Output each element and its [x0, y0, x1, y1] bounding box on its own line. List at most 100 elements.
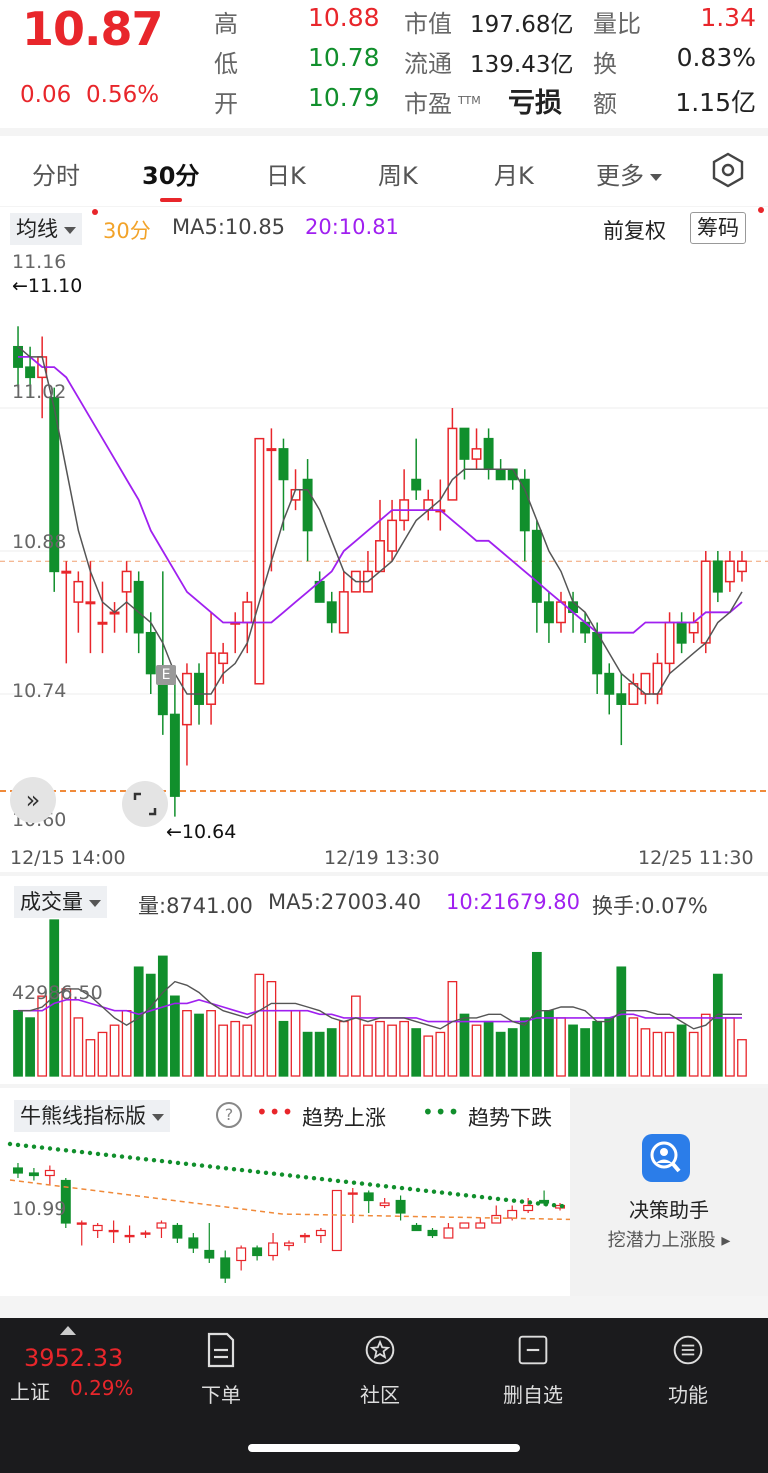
volume-bar — [640, 1028, 651, 1077]
volume-bar — [423, 1035, 434, 1077]
trend-down-dot — [271, 1171, 277, 1176]
expand-arrows-icon[interactable]: » — [10, 777, 56, 823]
candle-body — [483, 437, 494, 471]
order-document-icon — [207, 1332, 235, 1368]
bull-bear-select[interactable]: 牛熊线指标版 — [14, 1100, 170, 1132]
help-icon[interactable]: ? — [216, 1102, 242, 1128]
volume-bar — [326, 1028, 337, 1077]
trend-down-dot — [519, 1199, 525, 1204]
volume-bar — [49, 919, 60, 1077]
bb-candle-body — [60, 1179, 71, 1224]
volume-bar — [109, 1024, 120, 1077]
nav-remove-watchlist-label: 删自选 — [503, 1383, 563, 1407]
volume-bar — [230, 1020, 241, 1077]
trend-up-dots-icon: ••• — [256, 1100, 295, 1124]
event-marker-icon[interactable]: E — [156, 665, 176, 685]
volume-bar — [314, 1031, 325, 1077]
volume-bar — [363, 1024, 373, 1077]
price-change-pct: 0.56% — [86, 82, 160, 108]
trend-down-dot — [159, 1158, 165, 1164]
bb-candle-body — [379, 1202, 390, 1207]
tab-daily[interactable]: 日K — [266, 162, 306, 190]
volume-panel: 成交量 量:8741.00 MA5:27003.40 10:21679.80 换… — [0, 876, 768, 1084]
trend-down-dot — [183, 1161, 189, 1166]
volume-indicator-select[interactable]: 成交量 — [14, 886, 107, 918]
trend-down-legend: 趋势下跌 — [468, 1106, 552, 1130]
candle-body — [712, 560, 723, 593]
bb-candle-body — [108, 1229, 119, 1233]
volume-bar — [483, 1020, 494, 1077]
chips-button[interactable]: 筹码 — [690, 212, 746, 244]
tab-weekly[interactable]: 周K — [378, 162, 418, 190]
ma5-readout: MA5:10.85 — [172, 215, 286, 239]
trend-down-dot — [279, 1172, 285, 1177]
open-value: 10.79 — [308, 83, 380, 112]
volume-bar — [145, 973, 156, 1077]
bb-candle-body — [331, 1189, 342, 1252]
tab-30min[interactable]: 30分 — [142, 162, 200, 190]
decision-assistant-card[interactable]: 决策助手 挖潜力上涨股 ▸ — [570, 1088, 768, 1296]
nav-functions-label: 功能 — [668, 1383, 708, 1407]
trend-down-dot — [431, 1189, 437, 1194]
trend-down-dot — [231, 1167, 237, 1172]
trend-down-dot — [527, 1200, 533, 1205]
notification-dot — [92, 209, 98, 215]
candle-body — [616, 693, 627, 705]
trend-down-dot — [199, 1163, 205, 1168]
volume-bar — [73, 1017, 84, 1077]
menu-circle-icon — [673, 1335, 703, 1365]
indicator-select[interactable]: 均线 — [10, 213, 82, 245]
tab-intraday[interactable]: 分时 — [32, 162, 80, 190]
tab-more[interactable]: 更多 — [596, 156, 662, 191]
trend-down-dot — [95, 1151, 101, 1157]
trend-down-dot — [551, 1203, 557, 1208]
trend-down-dot — [479, 1194, 485, 1200]
bb-candle-body — [299, 1234, 310, 1238]
candle-body — [375, 540, 385, 573]
bb-candle-body — [459, 1222, 470, 1229]
candle-body — [278, 448, 289, 481]
volume-bar — [170, 995, 180, 1077]
settings-hexagon-icon[interactable] — [710, 152, 746, 188]
adjust-mode[interactable]: 前复权 — [603, 219, 666, 243]
volume-bar — [133, 966, 144, 1077]
volume-chart[interactable] — [0, 876, 768, 1084]
volume-bar — [544, 1010, 554, 1077]
bull-bear-chart[interactable] — [0, 1088, 570, 1296]
bb-candle-body — [92, 1224, 103, 1232]
trend-down-dot — [439, 1190, 445, 1195]
pe-label: 市盈 TTM — [404, 90, 481, 118]
tab-monthly[interactable]: 月K — [494, 162, 534, 190]
nav-remove-watchlist[interactable]: 删自选 — [488, 1332, 578, 1408]
candle-body — [254, 437, 265, 685]
bottom-bar: 3952.33 上证 0.29% 下单 社区 删自选 功能 — [0, 1318, 768, 1473]
turnover-readout: 换手:0.07% — [592, 894, 708, 918]
trend-down-dot — [15, 1142, 21, 1148]
nav-community[interactable]: 社区 — [335, 1332, 425, 1408]
candle-body — [604, 672, 615, 695]
float-cap-label: 流通 — [404, 50, 452, 78]
volume-bar — [556, 1017, 566, 1077]
community-star-icon — [365, 1335, 395, 1365]
volume-y-tick: 42986.50 — [12, 982, 103, 1004]
ma20-line — [18, 356, 743, 634]
fullscreen-icon[interactable] — [122, 781, 168, 827]
trend-down-dot — [63, 1148, 69, 1153]
last-price: 10.87 — [22, 2, 164, 56]
candle-body — [338, 591, 349, 634]
bb-candle-body — [411, 1224, 422, 1232]
kline-chart[interactable] — [0, 247, 768, 872]
volume-bar — [580, 1028, 590, 1077]
candle-body — [676, 621, 687, 644]
volume-bar — [399, 1020, 410, 1077]
candle-body — [411, 478, 422, 491]
candle-body — [97, 621, 108, 625]
nav-order[interactable]: 下单 — [176, 1332, 266, 1408]
volume-bar — [676, 1024, 687, 1077]
trend-down-dot — [119, 1154, 125, 1159]
trend-down-dot — [255, 1169, 261, 1175]
candle-body — [423, 499, 434, 511]
nav-functions[interactable]: 功能 — [643, 1332, 733, 1408]
index-value[interactable]: 3952.33 — [24, 1344, 124, 1372]
volume-bar — [254, 973, 265, 1077]
